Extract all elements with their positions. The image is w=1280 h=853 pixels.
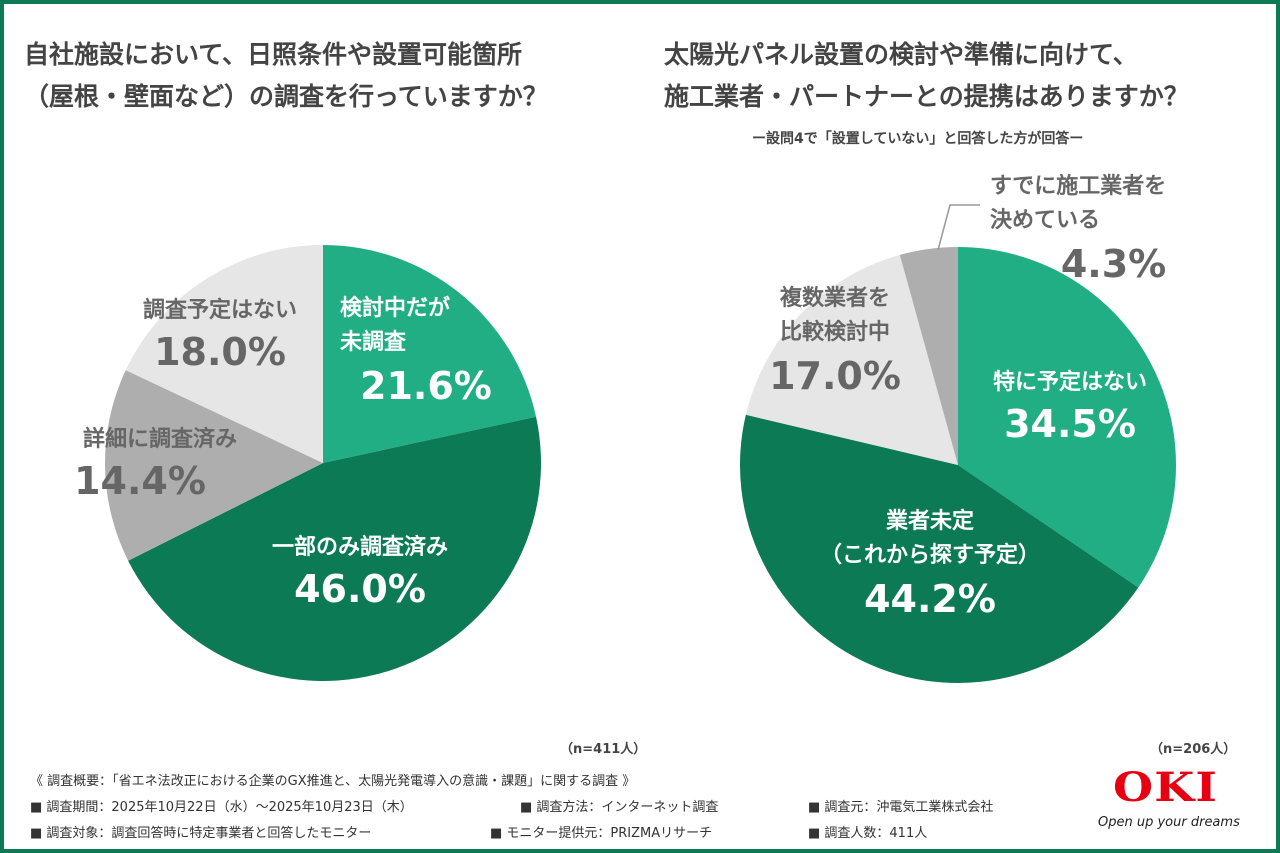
title-line: 自社施設において、日照条件や設置可能箇所 [24,40,523,69]
footer-item: ■ 調査人数：411人 [808,826,928,841]
slice-label: 複数業者を 比較検討中 17.0% [769,286,901,398]
oki-logo: OKI [1113,764,1219,811]
slice-label: 詳細に調査済み 14.4% [74,427,237,503]
title-line: 太陽光パネル設置の検討や準備に向けて、 [664,40,1138,69]
footer-item: ■ 調査期間：2025年10月22日（水）～2025年10月23日（木） [30,800,413,815]
slice-label: 調査予定はない 18.0% [142,298,297,374]
left-chart-title: 自社施設において、日照条件や設置可能箇所 （屋根・壁面など）の調査を行っています… [24,34,548,118]
pie-slice [740,414,1139,683]
title-line: （屋根・壁面など）の調査を行っていますか？ [24,82,548,111]
right-chart-subtitle: ー設問4で「設置していない」と回答した方が回答ー [752,131,1084,147]
left-sample-size: （n=411人） [560,742,647,757]
footer-item: ■ 調査対象：調査回答時に特定事業者と回答したモニター [30,826,372,841]
right-chart-title: 太陽光パネル設置の検討や準備に向けて、 施工業者・パートナーとの提携はありますか… [664,34,1189,118]
slice-label: 検討中だが 未調査 21.6% [340,296,492,408]
pie-slice [899,247,958,465]
survey-overview: 《 調査概要：「省エネ法改正における企業のGX推進と、太陽光発電導入の意識・課題… [30,774,636,789]
logo-slogan: Open up your dreams [1098,815,1240,830]
leader-line [937,204,980,251]
pie-slice [745,254,958,465]
pie-slice [125,245,323,463]
footer-item: ■ 調査方法：インターネット調査 [520,800,719,815]
pie-slice [128,416,541,681]
title-line: 施工業者・パートナーとの提携はありますか？ [664,82,1189,111]
pie-slice [323,245,537,463]
footer-item: ■ 調査元：沖電気工業株式会社 [808,800,994,815]
slice-label: 業者未定 （これから探す予定） 44.2% [819,509,1040,621]
slice-label: 一部のみ調査済み 46.0% [271,535,448,611]
footer-item: ■ モニター提供元：PRIZMAリサーチ [490,826,713,841]
slice-label: 特に予定はない 34.5% [992,370,1147,446]
slice-label: すでに施工業者を 決めている 4.3% [990,174,1167,286]
right-sample-size: （n=206人） [1150,742,1237,757]
pie-slice [105,370,323,561]
pie-slice [958,247,1176,588]
